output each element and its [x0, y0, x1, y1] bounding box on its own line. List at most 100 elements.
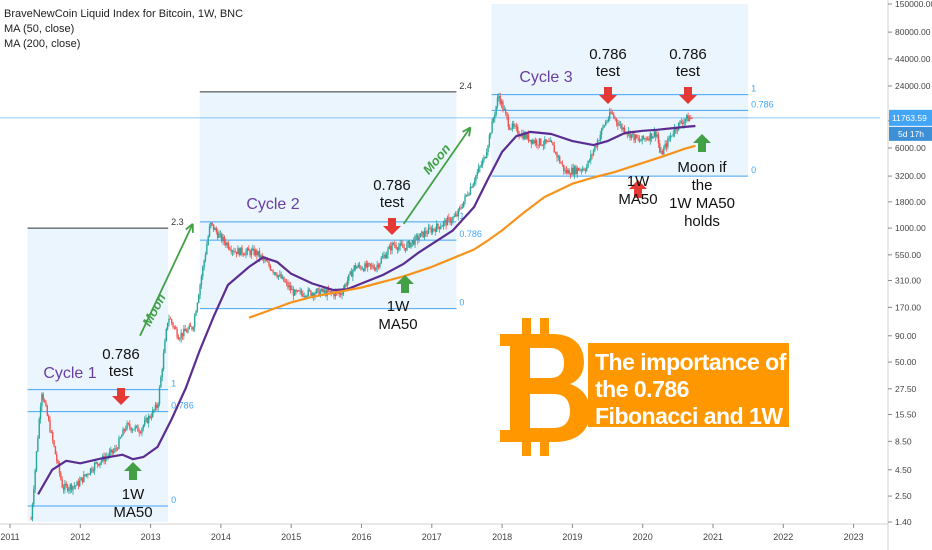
candle-body: [610, 111, 612, 113]
candle-body: [514, 126, 516, 127]
candle-body: [298, 290, 300, 292]
candle-body: [480, 164, 482, 167]
candle-body: [183, 328, 185, 337]
candle-body: [499, 96, 501, 104]
candle-body: [668, 138, 670, 140]
candle-body: [449, 217, 451, 223]
candle-body: [479, 166, 481, 168]
candle-body: [198, 295, 200, 303]
candle-body: [408, 241, 411, 248]
candle-body: [202, 266, 204, 277]
candle-body: [131, 429, 134, 431]
candle-body: [271, 269, 273, 271]
candle-body: [323, 290, 326, 293]
candle-body: [158, 387, 161, 404]
candle-body: [399, 243, 401, 247]
candle-body: [269, 265, 272, 270]
candle-body: [665, 143, 668, 148]
candle-body: [265, 259, 268, 262]
candle-body: [429, 227, 431, 229]
x-tick-label: 2020: [633, 532, 653, 542]
candle-body: [311, 293, 313, 296]
candle-body: [684, 118, 687, 121]
fib-test-label: test: [676, 63, 701, 80]
candle-body: [483, 156, 485, 161]
candle-body: [503, 109, 505, 110]
x-axis: 2011 2012 2013 2014 2015 2016 2017 2018 2019 2020…: [0, 523, 888, 542]
candle-body: [239, 247, 242, 256]
price-badge: [889, 109, 932, 126]
candle-body: [152, 409, 154, 417]
candle-body: [548, 141, 550, 142]
candle-body: [537, 144, 539, 146]
candle-body: [659, 143, 661, 153]
fib-label: 1: [459, 211, 464, 221]
candle-body: [187, 328, 189, 333]
candle-body: [460, 207, 462, 209]
candle-body: [656, 134, 658, 137]
candle-body: [584, 170, 587, 171]
candle-body: [595, 146, 597, 148]
candle-body: [494, 114, 496, 119]
candle-body: [564, 170, 566, 171]
candle-body: [195, 311, 197, 316]
ma200-line: [248, 144, 696, 319]
candle-body: [177, 336, 180, 340]
candle-body: [638, 138, 641, 142]
candle-body: [43, 399, 46, 403]
candle-body: [362, 268, 365, 271]
candle-body: [652, 136, 654, 139]
candle-body: [473, 181, 476, 185]
candle-body: [65, 483, 67, 486]
candle-body: [206, 244, 208, 255]
candle-body: [69, 484, 71, 489]
candle-body: [550, 140, 553, 143]
y-tick-label: 4.50: [895, 465, 912, 475]
candle-body: [354, 265, 357, 269]
candle-body: [492, 118, 495, 121]
candle-body: [57, 460, 59, 463]
candle-body: [322, 288, 324, 293]
candle-body: [238, 248, 240, 256]
candle-body: [544, 139, 546, 145]
candle-body: [334, 291, 336, 297]
candle-body: [402, 244, 404, 248]
candle-body: [38, 418, 40, 439]
candle-body: [465, 194, 468, 196]
candle-body: [415, 235, 418, 237]
x-tick-label: 2018: [492, 532, 512, 542]
candle-body: [118, 438, 120, 449]
y-tick-label: 3200.00: [895, 171, 926, 181]
candle-body: [249, 250, 251, 256]
candle-body: [275, 272, 277, 276]
moon-if-label: Moon if: [677, 159, 727, 176]
cycle3-label: Cycle 3: [519, 69, 572, 86]
candle-body: [256, 250, 258, 256]
candle-body: [614, 117, 616, 119]
moon-arrow-line: [139, 223, 194, 337]
candle-body: [327, 289, 330, 292]
candle-body: [495, 106, 497, 115]
candle-body: [642, 135, 645, 139]
candle-body: [508, 126, 511, 130]
candle-body: [565, 170, 568, 173]
candle-body: [122, 429, 124, 436]
candle-body: [588, 160, 591, 162]
candle-body: [230, 249, 232, 252]
y-tick-label: 550.00: [895, 250, 921, 260]
candle-body: [112, 450, 115, 453]
candle-body: [606, 121, 608, 123]
candle-body: [237, 248, 239, 255]
candle-body: [295, 290, 297, 292]
candle-body: [111, 449, 113, 453]
candle-body: [488, 134, 491, 146]
candle-body: [690, 117, 692, 119]
candle-body: [242, 253, 245, 255]
candle-body: [554, 152, 557, 154]
candle-body: [507, 117, 510, 127]
candle-body: [672, 133, 674, 136]
candle-body: [454, 214, 457, 217]
candle-body: [372, 265, 374, 269]
candle-body: [76, 481, 78, 486]
candle-body: [97, 464, 100, 466]
